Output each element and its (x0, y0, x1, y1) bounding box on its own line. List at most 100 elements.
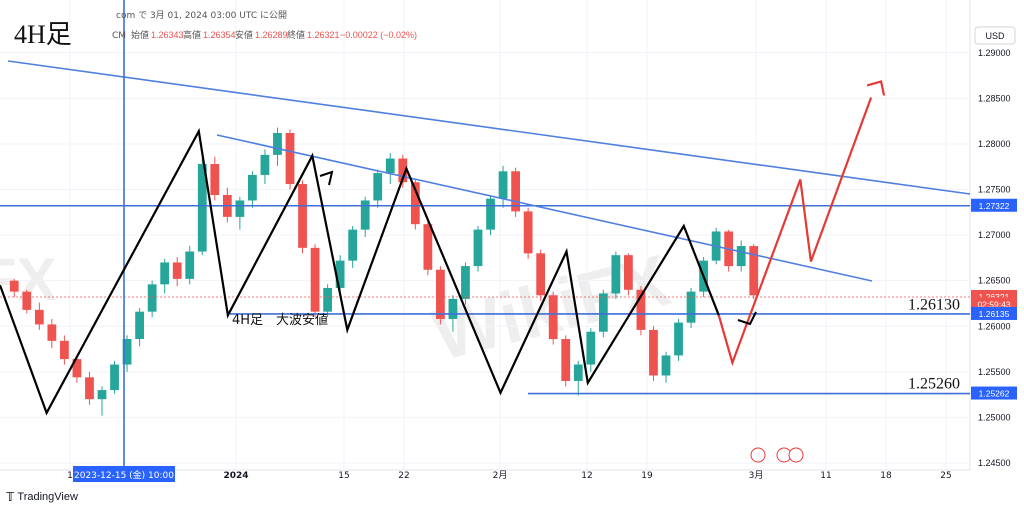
annotation-level: 1.26130 (908, 296, 960, 313)
time-tick-label: 2月 (493, 470, 508, 481)
candle-body (511, 171, 520, 212)
candle-body (323, 287, 332, 312)
ohlc-value: 1.26354 (203, 30, 236, 40)
flag-icon[interactable] (788, 447, 804, 463)
grid (0, 0, 970, 470)
candle-body (611, 255, 621, 294)
flag-icon[interactable] (750, 447, 766, 463)
annotations: 1.26130 1.25260 4H足 大波安値 (232, 296, 960, 392)
candle-body (260, 154, 270, 175)
ohlc-readout: 始値 1.26343 高値 1.26354 安値 1.26289 終値 1.26321 (131, 29, 340, 41)
price-tick-label: 1.25000 (978, 412, 1011, 422)
price-label-bg (971, 198, 1017, 212)
tradingview-brand: TradingView (17, 491, 78, 503)
projection-arrow-icon (866, 80, 886, 96)
price-tick-label: 1.26500 (978, 276, 1011, 286)
candle-body (498, 171, 508, 199)
candle-body (285, 133, 295, 185)
candle-body (410, 182, 420, 225)
candle-body (97, 390, 107, 400)
candle-body (573, 364, 583, 381)
ohlc-key: 安値 (235, 29, 253, 41)
candle-body (160, 262, 170, 285)
candle-body (448, 298, 458, 319)
time-tick-label: 15 (338, 471, 349, 481)
price-label: 1.26135 (979, 309, 1010, 319)
candle-body (561, 339, 571, 381)
candle-body (47, 324, 57, 341)
candle-body (548, 295, 558, 340)
zigzag-arrow-bottom-icon (737, 311, 757, 326)
currency-button-label: USD (985, 31, 1005, 41)
trendline-upper[interactable] (7, 60, 971, 195)
event-flag-icons[interactable] (750, 447, 804, 463)
candle-body (60, 340, 69, 360)
candle-body (398, 158, 408, 183)
price-label: 02:59:43 (977, 299, 1010, 309)
trendlines[interactable] (7, 60, 971, 282)
candle-body (172, 262, 182, 279)
candle-body (110, 364, 119, 391)
price-label: 1.27322 (979, 201, 1010, 211)
price-label-bg (971, 306, 1017, 320)
candle-body (235, 200, 245, 217)
publish-info: com で 3月 01, 2024 03:00 UTC に公開 (116, 10, 287, 21)
projection-path[interactable] (717, 97, 873, 367)
price-tick-label: 1.25500 (978, 367, 1011, 377)
candle-body (473, 229, 483, 267)
candle-body (210, 164, 220, 195)
candle-body (85, 377, 94, 400)
time-ticks: 1 2024 15 22 2月 12 19 3月 11 18 25 (67, 470, 952, 481)
currency-button[interactable] (974, 26, 1016, 45)
ohlc-key: 始値 (131, 29, 149, 41)
time-tick-label: 1 (67, 471, 73, 481)
crosshair-time-label-bg (73, 466, 175, 482)
ohlc-key: 高値 (183, 29, 201, 41)
annotation-label: 4H足 大波安値 (232, 312, 328, 328)
candle-body (273, 133, 282, 155)
crosshair-time-label: 2023-12-15 (金) 10:00 (74, 469, 174, 481)
timeframe-label: 4H足 (14, 20, 72, 49)
candle-body (436, 269, 445, 319)
candle-body (523, 211, 533, 254)
candle-body (72, 359, 82, 378)
candle-body (185, 251, 195, 279)
candle-body (736, 246, 746, 267)
price-tick-label: 1.26000 (978, 321, 1011, 331)
price-axis[interactable] (970, 0, 1024, 509)
candle-body (649, 329, 658, 376)
candle-body (310, 247, 320, 312)
candle-body (461, 266, 470, 299)
price-tick-label: 1.27000 (978, 230, 1011, 240)
candle-body (423, 224, 433, 270)
candles (9, 127, 759, 416)
time-tick-label: 2024 (223, 471, 248, 481)
trendline-descending[interactable] (216, 134, 873, 282)
candle-body (360, 200, 370, 230)
ohlc-value: 1.26343 (151, 30, 184, 40)
candle-body (674, 322, 683, 356)
tradingview-logo: 𝕋 TradingView (6, 490, 78, 504)
candle-body (586, 331, 596, 365)
candle-body (686, 291, 696, 323)
time-tick-label: 11 (820, 471, 831, 481)
price-ticks: 1.29000 1.28500 1.28000 1.27500 1.27000 1.265… (978, 48, 1011, 468)
time-tick-label: 18 (880, 471, 892, 481)
candle-body (147, 284, 157, 312)
candle-body (636, 289, 646, 330)
time-tick-label: 25 (940, 471, 951, 481)
ohlc-key: 終値 (287, 29, 305, 41)
candle-body (34, 309, 44, 325)
price-label-bg (971, 386, 1017, 400)
price-tick-label: 1.29000 (978, 48, 1011, 58)
tradingview-mark-icon: 𝕋 (6, 490, 14, 504)
time-tick-label: 22 (398, 471, 409, 481)
candle-body (122, 339, 132, 365)
time-tick-label: 3月 (749, 470, 764, 481)
zigzag-waves[interactable] (0, 127, 720, 416)
candle-body (749, 246, 759, 296)
candle-body (135, 311, 144, 340)
price-tick-label: 1.24500 (978, 458, 1011, 468)
